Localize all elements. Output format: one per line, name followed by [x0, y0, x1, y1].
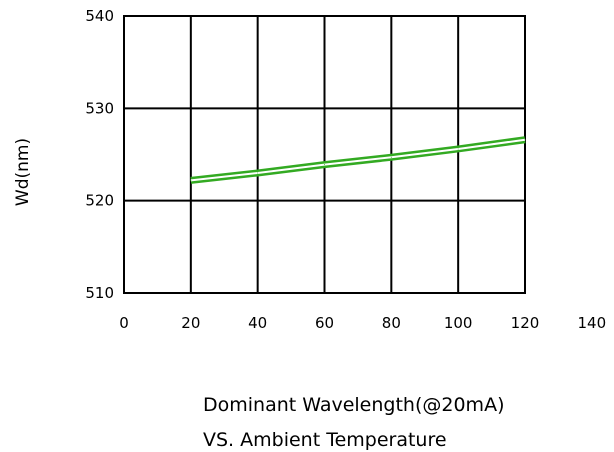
x-tick-label: 140	[578, 314, 607, 332]
data-point	[524, 139, 526, 141]
data-point	[390, 156, 392, 158]
y-tick-label: 510	[85, 284, 114, 302]
data-point	[324, 164, 325, 166]
y-tick-label: 530	[85, 99, 114, 117]
x-tick-label: 60	[315, 314, 334, 332]
y-tick-labels: 510 520 530 540	[85, 7, 114, 302]
x-tick-label: 120	[511, 314, 540, 332]
data-point	[257, 172, 259, 174]
x-tick-label: 80	[382, 314, 401, 332]
y-axis-label: Wd(nm)	[13, 138, 33, 206]
series-line-core	[190, 138, 526, 182]
x-tick-label: 100	[444, 314, 473, 332]
y-tick-label: 540	[85, 7, 114, 25]
x-tick-label: 40	[248, 314, 267, 332]
x-tick-label: 20	[181, 314, 200, 332]
series-layer	[190, 136, 526, 184]
data-point	[457, 148, 459, 150]
x-tick-label: 0	[119, 314, 129, 332]
data-point	[190, 179, 192, 181]
y-tick-label: 520	[85, 192, 114, 210]
caption-line-1: Dominant Wavelength(@20mA)	[203, 394, 504, 416]
caption-line-2: VS. Ambient Temperature	[203, 429, 447, 451]
grid	[124, 16, 525, 293]
plot-frame	[123, 15, 526, 294]
x-tick-labels: 0 20 40 60 80 100 120 140	[119, 314, 606, 332]
